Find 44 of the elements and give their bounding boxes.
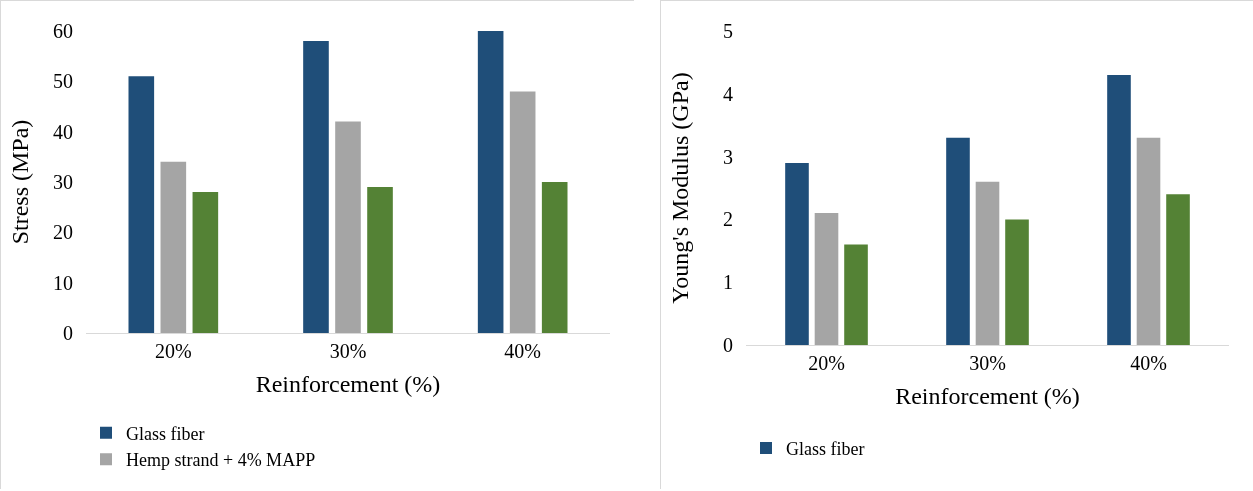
y-tick-label: 1 xyxy=(723,271,733,294)
y-tick-label: 4 xyxy=(723,82,733,105)
y-tick-label: 60 xyxy=(53,20,73,42)
bar xyxy=(785,162,809,345)
y-tick-label: 0 xyxy=(63,322,73,344)
bar xyxy=(160,161,187,333)
x-tick-label: 20% xyxy=(808,352,845,374)
bar xyxy=(814,213,839,345)
y-tick-label: 50 xyxy=(53,70,73,93)
x-tick-label: 40% xyxy=(1130,352,1167,374)
bar xyxy=(844,244,868,345)
legend-label: Hemp strand + 4% MAPP xyxy=(126,450,316,471)
bar xyxy=(477,31,504,333)
y-tick-label: 2 xyxy=(723,208,733,231)
x-axis-title: Reinforcement (%) xyxy=(895,383,1080,410)
bar xyxy=(367,187,393,333)
y-tick-label: 10 xyxy=(53,271,73,294)
x-tick-label: 20% xyxy=(154,340,192,362)
bar xyxy=(946,137,970,345)
bar xyxy=(509,91,536,333)
legend-label: Glass fiber xyxy=(786,439,865,459)
y-axis-title: Young's Modulus (GPa) xyxy=(667,72,693,304)
x-tick-label: 30% xyxy=(969,352,1006,374)
y-tick-label: 20 xyxy=(53,221,73,244)
bar xyxy=(192,192,219,333)
y-tick-label: 5 xyxy=(723,20,733,42)
bar xyxy=(541,182,568,333)
y-axis-title: Stress (MPa) xyxy=(7,119,33,245)
x-axis-title: Reinforcement (%) xyxy=(255,371,441,398)
bar xyxy=(303,41,329,333)
bar xyxy=(1005,219,1029,345)
y-tick-label: 0 xyxy=(723,334,733,356)
legend-label: Glass fiber xyxy=(126,423,205,444)
y-tick-label: 30 xyxy=(53,171,73,193)
y-tick-label: 3 xyxy=(723,145,733,168)
bar xyxy=(128,76,155,333)
bar xyxy=(1107,74,1131,345)
y-tick-label: 40 xyxy=(53,120,73,143)
bar xyxy=(1136,137,1161,345)
x-tick-label: 30% xyxy=(329,340,367,362)
x-tick-label: 40% xyxy=(504,340,542,362)
bar xyxy=(335,121,361,333)
bar xyxy=(975,181,1000,345)
bar xyxy=(1166,194,1190,345)
